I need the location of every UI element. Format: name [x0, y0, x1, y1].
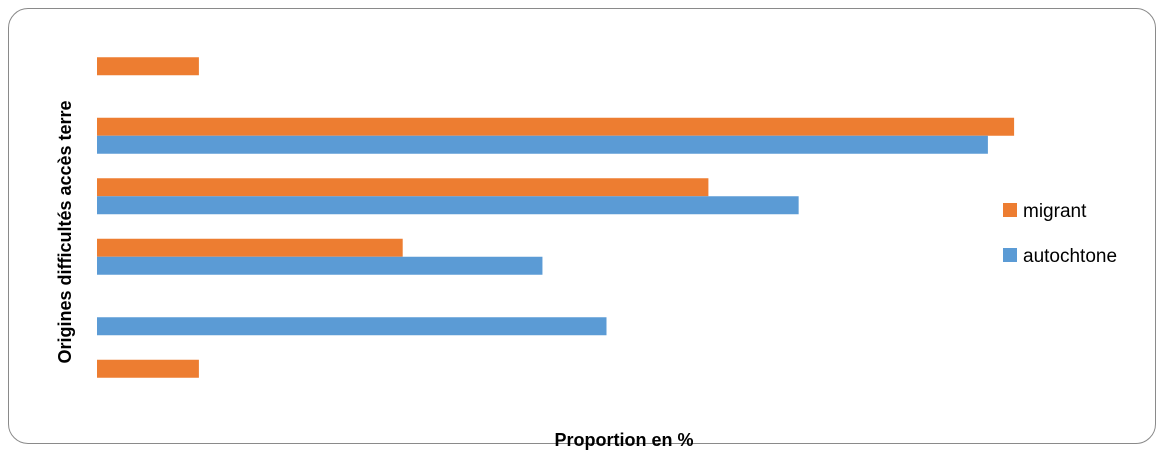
- bar-autochtone-1: [97, 317, 607, 336]
- legend: migrant autochtone: [1003, 201, 1117, 267]
- legend-label-autochtone: autochtone: [1023, 246, 1117, 267]
- bar-migrant-4: [97, 117, 1015, 136]
- chart-frame: [8, 8, 1156, 444]
- bar-autochtone-3: [97, 196, 799, 215]
- bar-migrant-0: [97, 359, 199, 378]
- bar-migrant-2: [97, 238, 403, 257]
- legend-swatch-migrant: [1003, 203, 1017, 217]
- bar-migrant-5: [97, 57, 199, 76]
- x-axis-title: Proportion en %: [555, 430, 694, 450]
- bars-group: [97, 57, 1015, 378]
- bar-autochtone-2: [97, 256, 543, 275]
- legend-swatch-autochtone: [1003, 248, 1017, 262]
- bar-migrant-3: [97, 178, 709, 197]
- y-axis-title: Origines difficultés accès terre: [55, 100, 75, 363]
- bar-autochtone-4: [97, 135, 988, 154]
- legend-label-migrant: migrant: [1023, 201, 1087, 222]
